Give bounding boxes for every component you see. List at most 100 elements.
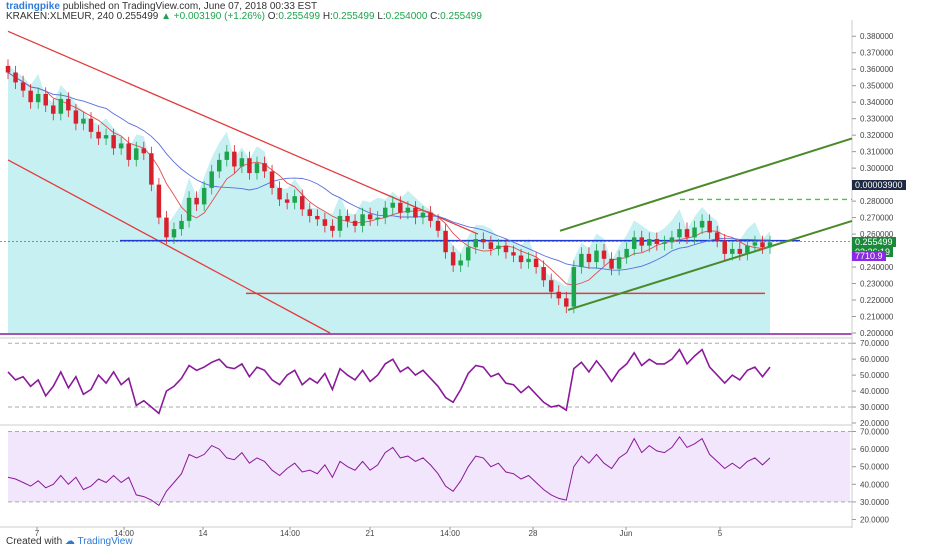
candle-body (201, 187, 207, 205)
last-price: 0.255499 (116, 11, 159, 22)
candle-body (284, 199, 290, 203)
candle-body (737, 248, 743, 254)
candle-body (103, 135, 109, 139)
change-up-icon: ▲ (161, 11, 172, 22)
symbol-line: KRAKEN:XLMEUR, 240 0.255499 ▲ +0.003190 … (6, 11, 482, 22)
candle-body (752, 242, 758, 246)
candle-body (420, 212, 426, 218)
tradingview-brand[interactable]: TradingView (77, 536, 133, 547)
candle-body (239, 158, 245, 167)
tradingview-logo-icon: ☁ (64, 536, 75, 547)
green-channel-bottom (567, 219, 853, 311)
rsi-y-tick: 20.0000 (860, 419, 889, 428)
candle-body (564, 298, 569, 307)
rsi-y-tick: 70.0000 (860, 339, 889, 348)
price-y-tick: 0.330000 (860, 115, 894, 124)
candle-body (20, 82, 26, 91)
publisher-name[interactable]: tradingpike (6, 1, 60, 12)
candle-body (269, 171, 275, 188)
low-value: 0.254000 (385, 11, 428, 22)
candle-body (5, 65, 11, 73)
rsi-y-tick: 50.0000 (860, 371, 889, 380)
candle-body (66, 98, 71, 111)
red-channel-bottom (7, 159, 331, 334)
grid-group (0, 20, 853, 528)
candle-body (224, 151, 230, 160)
candle-body (692, 227, 697, 238)
rsi2-y-tick: 60.0000 (860, 445, 889, 454)
candles-group (5, 59, 773, 314)
price-y-tick: 0.280000 (860, 197, 894, 206)
open-value: 0.255499 (278, 11, 321, 22)
rsi-y-tick: 30.0000 (860, 403, 889, 412)
candle-body (503, 245, 509, 253)
candle-body (624, 248, 629, 258)
x-tick-label: 14:00 (114, 529, 135, 538)
candle-body (81, 118, 86, 124)
rsi2-y-tick: 20.0000 (860, 515, 889, 524)
candle-body (616, 257, 622, 269)
candle-body (481, 239, 486, 243)
candle-body (526, 258, 531, 263)
price-y-tick: 0.200000 (860, 329, 894, 338)
candle-body (209, 171, 214, 188)
price-axis-bg (852, 20, 932, 528)
candle-body (247, 158, 252, 174)
close-label: C: (430, 11, 441, 22)
candle-body (186, 197, 192, 221)
price-y-tick: 0.370000 (860, 49, 894, 58)
price-y-tick: 0.340000 (860, 98, 894, 107)
candle-body (443, 230, 448, 253)
candle-body (571, 267, 577, 307)
price-y-tick: 0.230000 (860, 280, 894, 289)
candle-body (28, 90, 33, 103)
x-tick-label: 14:00 (440, 529, 461, 538)
candle-body (684, 229, 690, 238)
candle-body (511, 252, 516, 256)
candle-body (330, 225, 335, 231)
candle-body (73, 110, 79, 124)
price-y-tick: 0.300000 (860, 164, 894, 173)
candle-body (428, 212, 433, 221)
candle-body (164, 217, 169, 238)
candle-body (707, 220, 712, 233)
rsi2-line (7, 435, 771, 507)
candle-body (533, 258, 539, 268)
candle-body (601, 250, 607, 259)
candle-body (134, 148, 139, 160)
candle-body (390, 202, 396, 208)
high-value: 0.255499 (332, 11, 375, 22)
published-text: published on TradingView.com, June 07, 2… (62, 1, 318, 12)
created-with-label: Created with (6, 536, 63, 547)
candle-body (518, 255, 524, 263)
candle-body (722, 240, 727, 254)
candle-body (760, 242, 765, 248)
candle-body (654, 239, 660, 244)
rsi-y-tick: 40.0000 (860, 387, 889, 396)
candle-body (141, 148, 147, 154)
indicator-group (7, 348, 771, 507)
candle-body (413, 207, 418, 218)
candle-body (277, 187, 282, 200)
candle-body (307, 209, 313, 216)
candle-body (579, 253, 584, 268)
candle-body (171, 229, 177, 238)
volume-tag: 7710.9 (852, 251, 886, 261)
x-tick-label: Jun (620, 529, 633, 538)
candle-body (51, 105, 56, 114)
candle-body (299, 196, 305, 210)
candle-body (450, 252, 456, 266)
price-y-tick: 0.260000 (860, 230, 894, 239)
candle-body (292, 196, 297, 203)
candle-body (548, 280, 554, 292)
price-y-tick: 0.350000 (860, 82, 894, 91)
ma-slow-line (7, 72, 770, 271)
publish-line: tradingpike published on TradingView.com… (6, 1, 317, 12)
candle-body (465, 247, 471, 261)
candle-body (254, 163, 260, 174)
x-tick-label: 14 (199, 529, 208, 538)
candle-body (594, 250, 599, 263)
x-tick-label: 21 (366, 529, 375, 538)
